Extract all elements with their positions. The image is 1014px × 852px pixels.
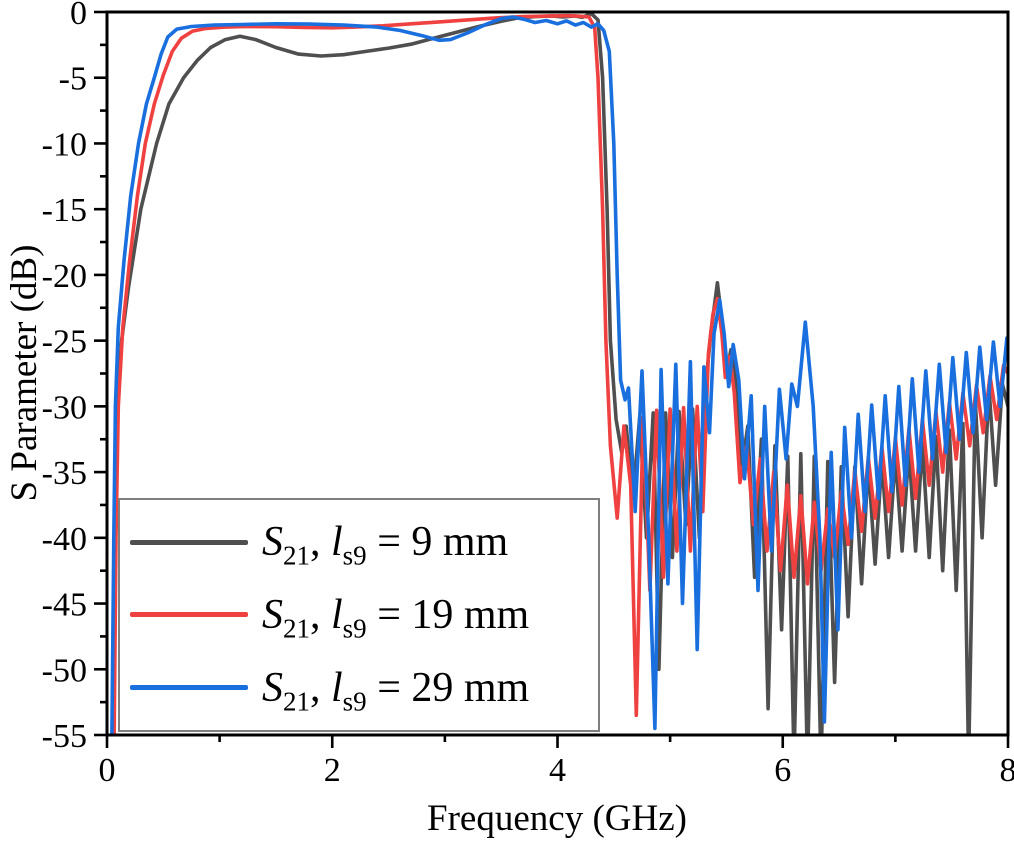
tick-marks (94, 10, 1010, 748)
legend-label: S21, ls9 = 9 mm (262, 518, 509, 569)
legend-s: S (262, 519, 283, 566)
y-axis-title: S Parameter (dB) (4, 245, 45, 502)
legend-line-sample-blue (130, 685, 248, 691)
x-tick-label: 6 (774, 752, 791, 789)
legend-line-sample-red (130, 612, 248, 618)
legend-label: S21, ls9 = 29 mm (262, 664, 530, 715)
x-tick-label: 4 (549, 752, 566, 789)
y-tick-label: -25 (42, 324, 87, 361)
x-tick-label: 0 (99, 752, 116, 789)
y-tick-label: -5 (59, 61, 87, 98)
legend-l-sub: s9 (342, 686, 367, 717)
legend-item-ls9-9mm: S21, ls9 = 9 mm (130, 506, 598, 578)
y-tick-label: -50 (42, 652, 87, 689)
y-tick-label: -15 (42, 192, 87, 229)
legend-s-sub: 21 (283, 686, 310, 717)
legend-sep: , (310, 664, 331, 711)
y-tick-label: -20 (42, 258, 87, 295)
axes-layer: 0 2 4 6 8 0 -5 -10 -15 -20 -25 -30 -35 -40 -45 -50 -55 (42, 0, 1014, 789)
legend-s: S (262, 591, 283, 638)
y-tick-label: 0 (70, 0, 87, 32)
legend-value: = 9 mm (366, 519, 509, 566)
y-tick-label: -35 (42, 455, 87, 492)
x-axis-title: Frequency (GHz) (427, 798, 687, 839)
legend-s-sub: 21 (283, 540, 310, 571)
y-tick-label: -55 (42, 718, 87, 755)
series-curve-0 (111, 12, 1008, 735)
legend-l: l (331, 591, 343, 638)
legend: S21, ls9 = 9 mm S21, ls9 = 19 mm S21, ls… (118, 498, 600, 732)
legend-item-ls9-29mm: S21, ls9 = 29 mm (130, 652, 598, 724)
series-curve-1 (112, 13, 1008, 735)
legend-s-sub: 21 (283, 613, 310, 644)
y-tick-label: -10 (42, 126, 87, 163)
curve-layer (110, 12, 1008, 735)
tick-labels: 0 2 4 6 8 0 -5 -10 -15 -20 -25 -30 -35 -40 -45 -50 -55 (42, 0, 1014, 789)
legend-sep: , (310, 519, 331, 566)
x-tick-label: 8 (1000, 752, 1014, 789)
legend-sep: , (310, 591, 331, 638)
legend-value: = 29 mm (366, 664, 530, 711)
legend-l: l (331, 519, 343, 566)
legend-line-sample-black (130, 539, 248, 545)
legend-item-ls9-19mm: S21, ls9 = 19 mm (130, 579, 598, 651)
series-curve-2 (110, 15, 1008, 735)
legend-value: = 19 mm (366, 591, 530, 638)
legend-s: S (262, 664, 283, 711)
legend-l-sub: s9 (342, 540, 367, 571)
y-tick-label: -40 (42, 521, 87, 558)
y-tick-label: -45 (42, 587, 87, 624)
legend-l-sub: s9 (342, 613, 367, 644)
x-tick-label: 2 (324, 752, 341, 789)
y-tick-label: -30 (42, 389, 87, 426)
legend-l: l (331, 664, 343, 711)
legend-label: S21, ls9 = 19 mm (262, 591, 530, 642)
